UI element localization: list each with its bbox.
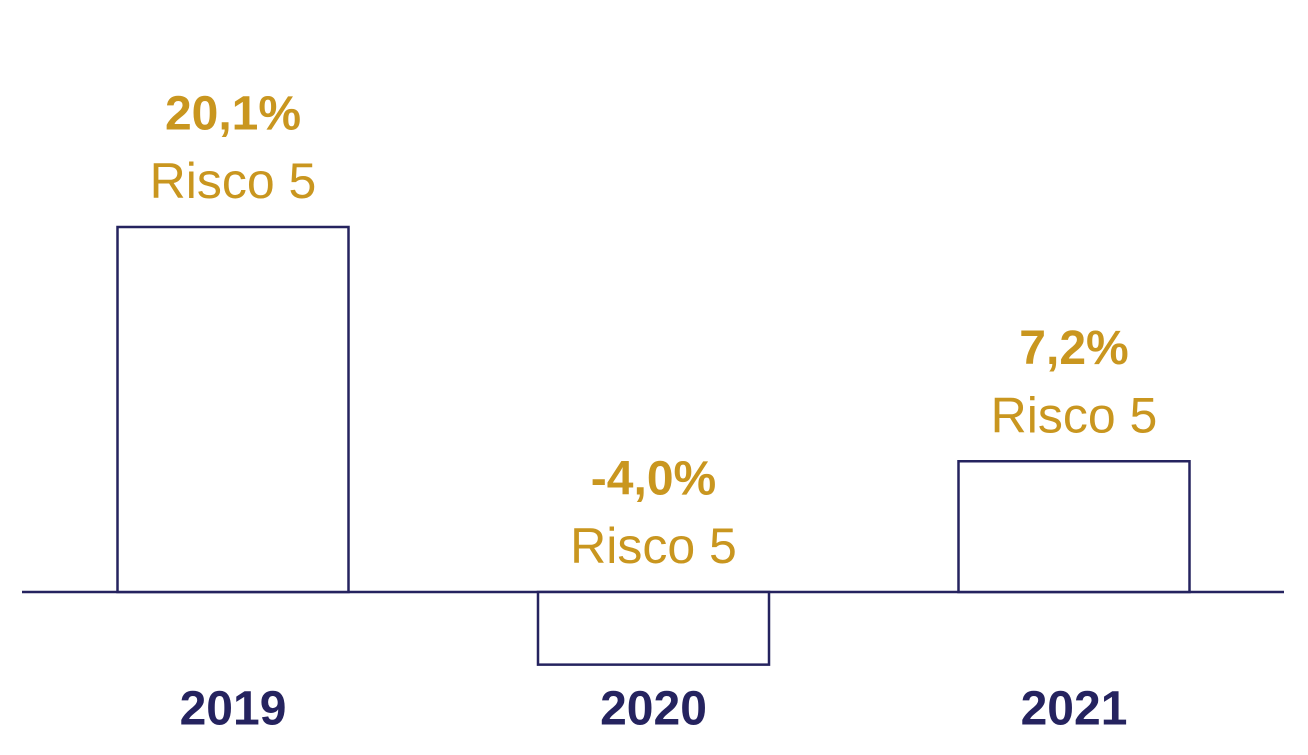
value-label: 20,1%	[165, 88, 301, 141]
sublabel: Risco 5	[570, 518, 737, 574]
bar	[957, 460, 1191, 594]
x-tick-label: 2020	[600, 683, 707, 736]
x-tick-label: 2019	[180, 683, 287, 736]
sublabel: Risco 5	[150, 153, 317, 209]
bar	[116, 225, 350, 594]
sublabel: Risco 5	[991, 387, 1158, 443]
value-label: 7,2%	[1019, 322, 1128, 375]
value-label: -4,0%	[591, 453, 716, 506]
x-tick-label: 2021	[1021, 683, 1128, 736]
bar	[536, 590, 771, 666]
